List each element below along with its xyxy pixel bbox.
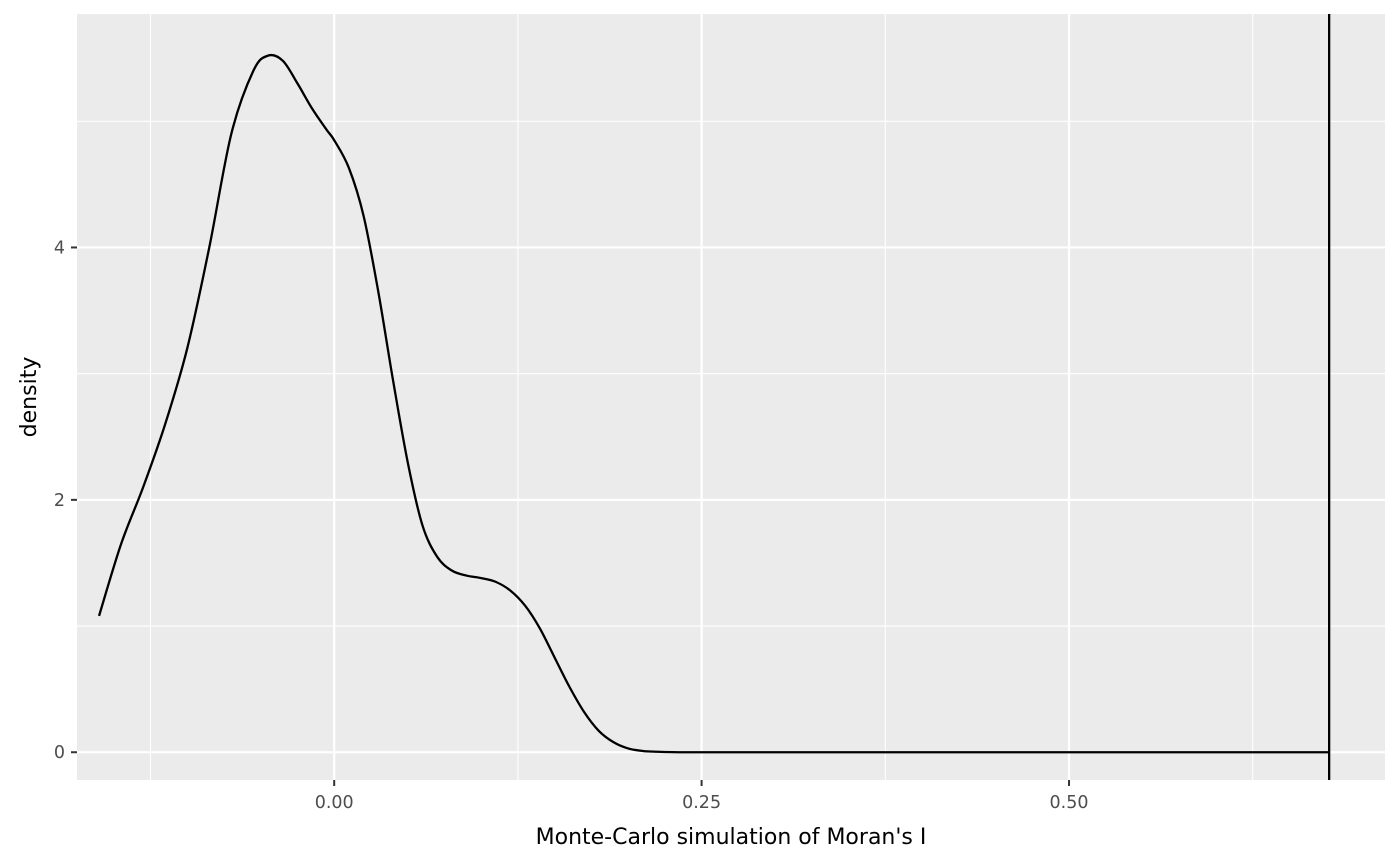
y-tick-label: 4 bbox=[54, 238, 65, 258]
minor-gridlines bbox=[77, 14, 1385, 780]
x-tick-label: 0.50 bbox=[1050, 793, 1089, 813]
major-gridlines bbox=[77, 14, 1385, 780]
x-tick-label: 0.00 bbox=[315, 793, 354, 813]
y-tick-label: 0 bbox=[54, 743, 65, 763]
y-axis-title: density bbox=[17, 357, 42, 438]
y-tick-label: 2 bbox=[54, 491, 65, 511]
plot-panel bbox=[77, 14, 1385, 780]
x-tick-label: 0.25 bbox=[682, 793, 721, 813]
density-curve bbox=[97, 53, 1330, 754]
axes: 0.00 0.25 0.50 0 2 4 bbox=[54, 238, 1089, 813]
chart-marks bbox=[97, 14, 1331, 780]
x-axis-title: Monte-Carlo simulation of Moran's I bbox=[536, 825, 927, 850]
